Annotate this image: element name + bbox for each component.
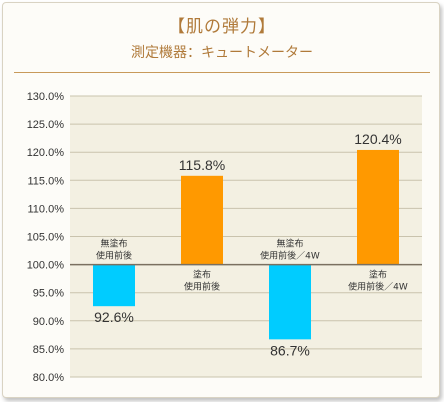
y-tick-label: 125.0% <box>27 119 65 131</box>
bar-category-label: 使用前後 <box>96 250 132 262</box>
bar-value-label: 92.6% <box>94 309 134 325</box>
bar-value-label: 115.8% <box>179 157 225 173</box>
bar-category-label: 無塗布 <box>276 238 303 250</box>
y-tick-label: 90.0% <box>33 316 64 328</box>
bar-category-label: 使用前後／4W <box>348 281 408 293</box>
y-tick-label: 85.0% <box>33 344 64 356</box>
y-tick-label: 110.0% <box>28 203 65 215</box>
bar-category-label: 無塗布 <box>100 238 127 250</box>
bar-category-label: 塗布 <box>369 269 387 281</box>
y-tick-label: 95.0% <box>33 288 64 300</box>
bar <box>269 264 311 340</box>
y-tick-label: 100.0% <box>27 260 65 272</box>
y-tick-label: 130.0% <box>27 91 65 103</box>
bar-value-label: 86.7% <box>270 342 310 358</box>
y-tick-label: 105.0% <box>27 232 65 244</box>
bar <box>181 175 223 265</box>
title-divider <box>14 72 430 73</box>
bar-category-label: 使用前後 <box>184 281 220 293</box>
bar <box>93 264 135 307</box>
chart-subtitle: 測定機器：キュートメーター <box>131 45 313 61</box>
y-tick-label: 80.0% <box>33 372 64 384</box>
bar <box>357 149 399 265</box>
bar-category-label: 塗布 <box>193 269 211 281</box>
chart-title: 【肌の弾力】 <box>168 17 276 37</box>
y-tick-label: 120.0% <box>27 147 65 159</box>
bar-category-label: 使用前後／4W <box>260 250 320 262</box>
bar-value-label: 120.4% <box>354 131 401 147</box>
y-tick-label: 115.0% <box>28 175 65 187</box>
